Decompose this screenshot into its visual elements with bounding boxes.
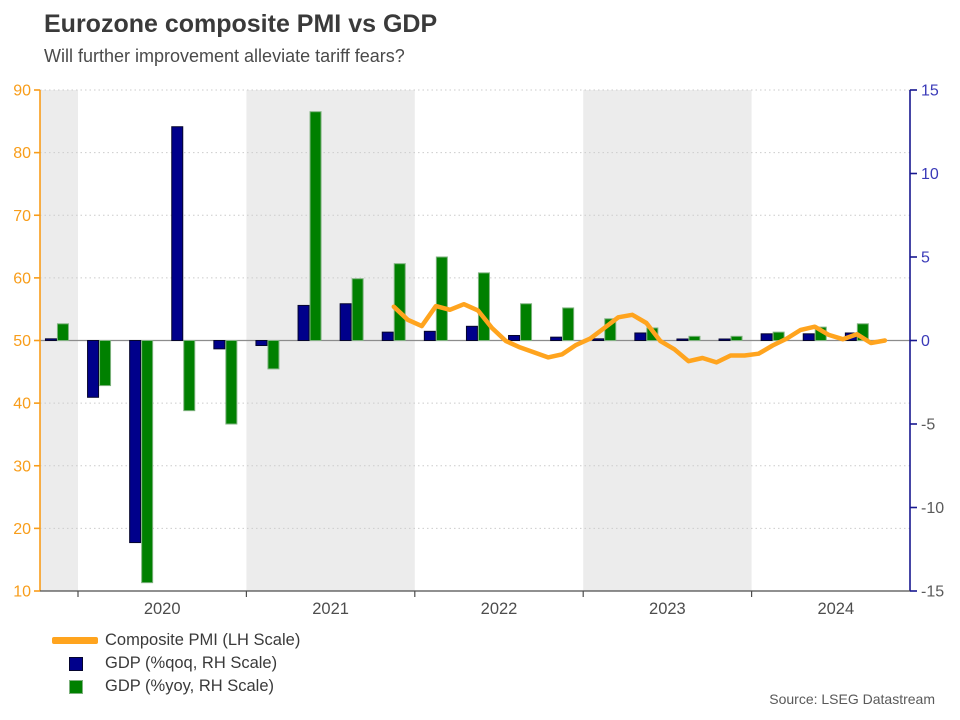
gdp-yoy-bar-2022Q3 xyxy=(520,303,533,342)
gdp-qoq-bar-2020Q4 xyxy=(213,340,226,350)
legend-label: GDP (%qoq, RH Scale) xyxy=(105,654,278,672)
legend-swatch xyxy=(52,637,98,644)
left-axis-tick-label: 70 xyxy=(13,208,31,225)
gdp-qoq-bar-2024Q2 xyxy=(802,333,815,342)
chart-subtitle: Will further improvement alleviate tarif… xyxy=(44,46,405,66)
source-credit: Source: LSEG Datastream xyxy=(769,691,935,707)
gdp-yoy-bar-2020Q1 xyxy=(99,340,112,387)
gdp-qoq-bar-2023Q3 xyxy=(676,338,689,341)
left-axis-tick-label: 40 xyxy=(13,396,31,413)
legend-swatch xyxy=(69,679,83,694)
gdp-qoq-bar-2020Q1 xyxy=(87,340,100,398)
gdp-yoy-bar-2020Q4 xyxy=(225,340,238,425)
x-axis: 2020 2021 2022 2023 2024 xyxy=(40,590,910,618)
chart-title: Eurozone composite PMI vs GDP xyxy=(44,10,438,38)
right-axis-tick-label: -15 xyxy=(921,584,944,601)
gdp-qoq-bar-2021Q4 xyxy=(381,331,394,341)
legend-item: GDP (%yoy, RH Scale) xyxy=(52,675,300,698)
gdp-yoy-bar-2021Q4 xyxy=(393,263,406,341)
legend-label: Composite PMI (LH Scale) xyxy=(105,631,301,649)
gdp-qoq-bar-2020Q2 xyxy=(129,340,142,544)
gdp-yoy-bar-2022Q1 xyxy=(435,256,448,341)
chart-legend: Composite PMI (LH Scale) GDP (%qoq, RH Sc… xyxy=(52,629,300,698)
gdp-yoy-bar-2023Q4 xyxy=(730,335,743,342)
gdp-qoq xyxy=(44,126,857,544)
gdp-qoq-bar-2022Q4 xyxy=(550,336,563,342)
gdp-yoy xyxy=(56,111,869,584)
gdp-qoq-bar-2021Q3 xyxy=(339,303,352,342)
left-axis-tick-label: 10 xyxy=(13,584,31,601)
legend-swatch xyxy=(69,656,83,671)
x-axis-year-label: 2024 xyxy=(817,600,854,618)
right-axis: -15 -10 -5 0 5 10 15 xyxy=(909,83,944,601)
right-axis-tick-label: 10 xyxy=(921,166,939,183)
gdp-yoy-bar-2022Q4 xyxy=(562,307,575,341)
left-axis-tick-label: 80 xyxy=(13,145,31,162)
gdp-yoy-bar-2021Q1 xyxy=(267,340,280,370)
x-axis-year-label: 2023 xyxy=(649,600,686,618)
gdp-qoq-bar-2021Q2 xyxy=(297,304,310,341)
left-axis: 10 20 30 40 50 60 70 80 90 xyxy=(13,83,41,601)
legend-item: Composite PMI (LH Scale) xyxy=(52,629,300,652)
legend-label: GDP (%yoy, RH Scale) xyxy=(105,677,275,695)
gdp-yoy-bar-2020Q2 xyxy=(141,340,154,584)
gdp-yoy-bar-2023Q3 xyxy=(688,335,701,342)
gdp-yoy-bar-2020Q3 xyxy=(183,340,196,412)
gdp-yoy-bar-2021Q2 xyxy=(309,111,322,341)
left-axis-tick-label: 20 xyxy=(13,521,31,538)
right-axis-tick-label: 0 xyxy=(921,333,930,350)
gdp-qoq-bar-2019Q4 xyxy=(44,338,57,341)
gridlines xyxy=(40,89,910,529)
left-axis-tick-label: 90 xyxy=(13,83,31,100)
x-axis-year-label: 2021 xyxy=(312,600,349,618)
x-axis-year-label: 2020 xyxy=(144,600,181,618)
gdp-qoq-bar-2020Q3 xyxy=(171,126,184,341)
right-axis-tick-label: -5 xyxy=(921,417,935,434)
left-axis-tick-label: 50 xyxy=(13,333,31,350)
gdp-yoy-bar-2021Q3 xyxy=(351,278,364,341)
gdp-qoq-bar-2021Q1 xyxy=(255,340,268,347)
right-axis-tick-label: -10 xyxy=(921,500,944,517)
gdp-qoq-bar-2023Q4 xyxy=(718,338,731,341)
left-axis-tick-label: 60 xyxy=(13,270,31,287)
gdp-qoq-bar-2022Q1 xyxy=(423,330,436,342)
gdp-qoq-bar-2023Q2 xyxy=(634,332,647,341)
gdp-yoy-bar-2019Q4 xyxy=(56,323,69,341)
legend-item: GDP (%qoq, RH Scale) xyxy=(52,652,300,675)
left-axis-tick-label: 30 xyxy=(13,458,31,475)
right-axis-tick-label: 5 xyxy=(921,250,930,267)
gdp-yoy-bar-2022Q2 xyxy=(477,272,490,341)
x-axis-year-label: 2022 xyxy=(481,600,518,618)
gdp-qoq-bar-2024Q1 xyxy=(760,333,773,342)
gdp-qoq-bar-2023Q1 xyxy=(592,338,605,341)
gdp-qoq-bar-2022Q3 xyxy=(508,334,521,341)
pmi-line xyxy=(391,301,888,365)
right-axis-tick-label: 15 xyxy=(921,83,939,100)
gdp-qoq-bar-2022Q2 xyxy=(465,325,478,341)
